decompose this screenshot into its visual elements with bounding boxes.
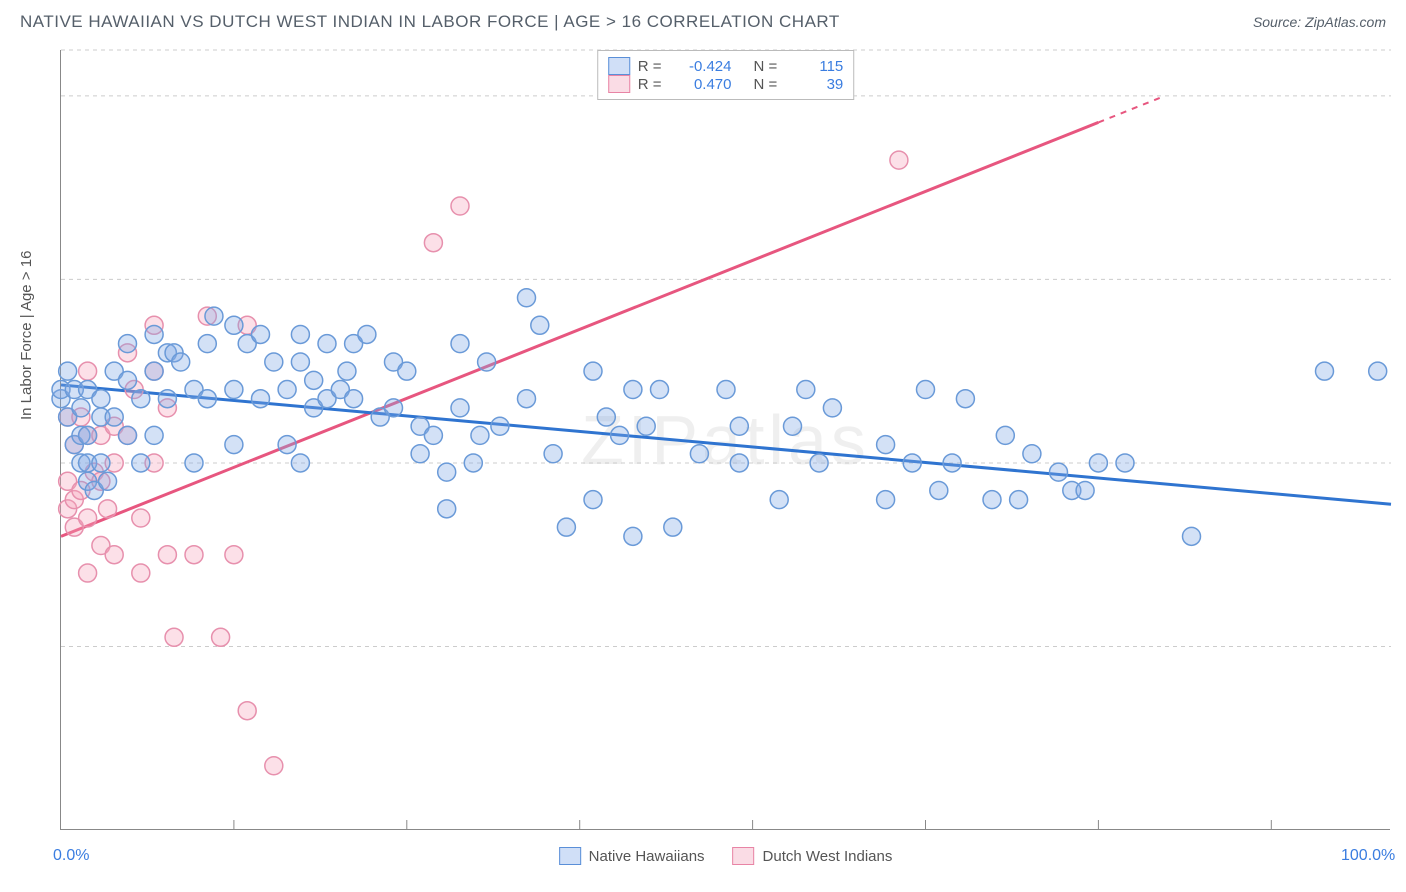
swatch-icon xyxy=(608,75,630,93)
n-value: 115 xyxy=(785,58,843,75)
r-value: -0.424 xyxy=(674,58,732,75)
chart-title: NATIVE HAWAIIAN VS DUTCH WEST INDIAN IN … xyxy=(20,12,840,32)
r-label: R = xyxy=(638,58,662,75)
legend-item: Dutch West Indians xyxy=(733,847,893,865)
source-label: Source: ZipAtlas.com xyxy=(1253,14,1386,30)
swatch-icon xyxy=(733,847,755,865)
y-axis-label: In Labor Force | Age > 16 xyxy=(18,251,35,420)
x-tick-label: 100.0% xyxy=(1341,847,1395,865)
scatter-chart: ZIPatlas R = -0.424 N = 115 R = 0.470 N … xyxy=(60,50,1390,830)
n-label: N = xyxy=(754,58,778,75)
x-tick-label: 0.0% xyxy=(53,847,89,865)
legend-row: R = -0.424 N = 115 xyxy=(608,57,844,75)
legend-label: Dutch West Indians xyxy=(763,848,893,865)
plot-svg xyxy=(61,50,1390,829)
r-label: R = xyxy=(638,76,662,93)
swatch-icon xyxy=(559,847,581,865)
legend-label: Native Hawaiians xyxy=(589,848,705,865)
n-value: 39 xyxy=(785,76,843,93)
swatch-icon xyxy=(608,57,630,75)
legend-item: Native Hawaiians xyxy=(559,847,705,865)
r-value: 0.470 xyxy=(674,76,732,93)
series-legend: Native Hawaiians Dutch West Indians xyxy=(559,847,893,865)
legend-row: R = 0.470 N = 39 xyxy=(608,75,844,93)
n-label: N = xyxy=(754,76,778,93)
correlation-legend: R = -0.424 N = 115 R = 0.470 N = 39 xyxy=(597,50,855,100)
